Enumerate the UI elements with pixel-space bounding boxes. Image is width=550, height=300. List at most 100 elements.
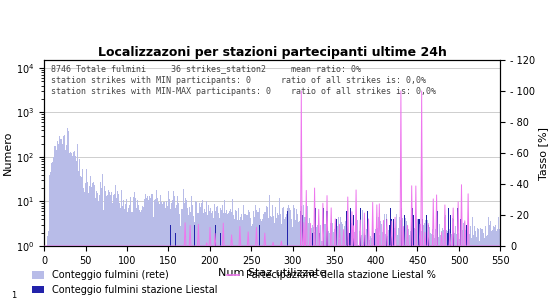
Bar xyxy=(460,225,461,300)
Bar xyxy=(208,205,209,300)
Bar xyxy=(268,227,270,300)
Bar xyxy=(389,225,390,300)
Bar xyxy=(70,152,71,300)
Bar xyxy=(192,205,193,300)
Bar xyxy=(276,218,277,300)
Bar xyxy=(388,230,389,300)
Bar xyxy=(356,214,358,300)
Bar xyxy=(328,231,329,300)
Bar xyxy=(464,222,465,300)
Bar xyxy=(367,211,368,300)
Bar xyxy=(206,201,207,300)
Bar xyxy=(500,228,501,300)
Bar xyxy=(195,201,196,300)
Bar xyxy=(368,228,369,300)
Bar xyxy=(159,204,160,300)
Bar xyxy=(458,233,459,300)
Bar xyxy=(323,208,324,300)
Bar xyxy=(398,228,399,300)
Bar xyxy=(76,161,77,300)
Bar xyxy=(331,231,332,300)
Bar xyxy=(185,211,186,300)
Bar xyxy=(321,241,322,300)
Bar xyxy=(236,211,237,300)
Bar xyxy=(67,128,68,300)
Bar xyxy=(403,237,404,300)
Bar xyxy=(334,229,335,300)
Bar xyxy=(432,229,433,300)
Bar xyxy=(463,223,464,300)
Bar xyxy=(329,233,330,300)
Bar xyxy=(478,229,480,300)
Bar xyxy=(359,231,360,300)
Bar xyxy=(226,210,227,300)
Bar xyxy=(411,228,412,300)
Bar xyxy=(376,217,377,300)
Bar xyxy=(360,208,361,300)
Bar xyxy=(103,210,104,300)
Bar xyxy=(418,220,419,300)
Bar xyxy=(65,149,66,300)
Bar xyxy=(232,199,233,300)
Bar xyxy=(425,220,426,300)
Bar xyxy=(164,202,165,300)
Bar xyxy=(48,183,50,300)
Bar xyxy=(426,220,427,300)
Bar xyxy=(481,230,482,300)
Bar xyxy=(336,230,337,300)
Bar xyxy=(455,226,456,300)
Bar xyxy=(456,234,457,300)
Bar xyxy=(499,229,500,300)
Bar xyxy=(490,221,491,300)
Bar xyxy=(174,196,175,300)
Bar xyxy=(395,229,397,300)
Bar xyxy=(327,211,328,300)
Bar xyxy=(160,195,161,300)
Bar xyxy=(452,218,453,300)
Bar xyxy=(349,232,350,300)
Bar xyxy=(156,190,157,300)
Bar xyxy=(196,202,197,300)
Bar xyxy=(421,231,422,300)
Bar xyxy=(361,235,362,300)
Bar xyxy=(365,235,366,300)
Bar xyxy=(254,223,255,300)
Bar xyxy=(125,204,126,300)
Bar xyxy=(310,227,311,300)
Bar xyxy=(162,204,163,300)
Bar xyxy=(151,194,152,300)
Bar xyxy=(404,215,405,300)
Bar xyxy=(369,240,370,300)
Bar xyxy=(154,200,155,300)
Bar xyxy=(339,239,340,300)
Bar xyxy=(364,219,365,300)
Bar xyxy=(483,233,485,300)
Bar xyxy=(148,200,149,300)
Bar xyxy=(312,220,314,300)
Bar xyxy=(372,226,373,300)
Bar xyxy=(166,208,167,300)
Bar xyxy=(133,197,134,300)
Bar xyxy=(233,246,234,300)
Bar xyxy=(45,246,46,300)
Bar xyxy=(117,206,118,300)
Bar xyxy=(301,206,302,300)
Bar xyxy=(351,218,353,300)
Bar xyxy=(405,218,406,300)
Bar xyxy=(281,224,282,300)
Bar xyxy=(262,219,263,300)
Bar xyxy=(290,210,291,300)
Bar xyxy=(453,231,454,300)
Bar xyxy=(457,208,458,300)
Bar xyxy=(436,223,437,300)
Bar xyxy=(475,231,476,300)
Bar xyxy=(319,233,320,300)
Bar xyxy=(344,226,345,300)
Bar xyxy=(260,219,261,300)
Bar xyxy=(299,221,300,300)
Bar xyxy=(253,211,254,300)
Bar xyxy=(375,229,376,300)
Bar xyxy=(113,195,114,300)
Bar xyxy=(450,215,451,300)
Bar xyxy=(438,237,439,300)
